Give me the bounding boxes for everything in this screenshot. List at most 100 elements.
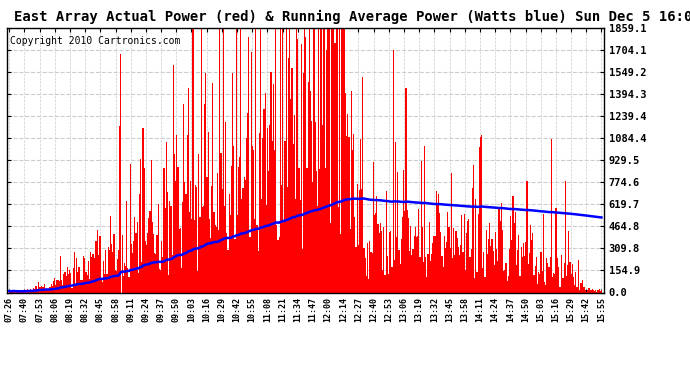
Bar [215, 225, 216, 292]
Bar [428, 222, 430, 292]
Bar [118, 250, 119, 292]
Bar [549, 267, 550, 292]
Bar [252, 146, 253, 292]
Bar [416, 237, 417, 292]
Bar [281, 185, 282, 292]
Bar [161, 242, 162, 292]
Bar [331, 28, 332, 292]
Bar [153, 234, 154, 292]
Bar [486, 230, 487, 292]
Bar [105, 249, 106, 292]
Bar [299, 200, 301, 292]
Bar [241, 198, 242, 292]
Bar [346, 136, 347, 292]
Bar [203, 206, 204, 292]
Bar [30, 289, 31, 292]
Bar [82, 280, 83, 292]
Bar [391, 267, 393, 292]
Bar [361, 189, 362, 292]
Bar [522, 257, 523, 292]
Bar [150, 160, 152, 292]
Bar [546, 258, 547, 292]
Bar [529, 253, 530, 292]
Bar [257, 252, 259, 292]
Bar [454, 255, 455, 292]
Bar [502, 230, 503, 292]
Bar [545, 285, 546, 292]
Bar [320, 28, 322, 292]
Bar [569, 262, 571, 292]
Bar [61, 280, 62, 292]
Bar [87, 275, 88, 292]
Bar [475, 199, 476, 292]
Bar [293, 144, 294, 292]
Bar [344, 28, 345, 292]
Bar [69, 270, 70, 292]
Bar [476, 272, 477, 292]
Bar [510, 216, 511, 292]
Text: Copyright 2010 Cartronics.com: Copyright 2010 Cartronics.com [10, 36, 180, 46]
Bar [119, 126, 120, 292]
Bar [542, 214, 544, 292]
Bar [403, 170, 404, 292]
Bar [352, 150, 353, 292]
Bar [593, 290, 594, 292]
Bar [303, 73, 304, 292]
Bar [422, 226, 423, 292]
Bar [121, 236, 123, 292]
Bar [309, 28, 310, 292]
Bar [600, 291, 601, 292]
Bar [10, 291, 11, 292]
Bar [211, 186, 213, 292]
Bar [350, 229, 351, 292]
Bar [231, 166, 232, 292]
Bar [374, 215, 375, 292]
Bar [313, 28, 315, 292]
Bar [311, 121, 313, 292]
Bar [284, 141, 286, 292]
Bar [430, 261, 431, 292]
Bar [384, 275, 386, 292]
Bar [589, 288, 591, 292]
Bar [452, 258, 453, 292]
Bar [168, 275, 169, 292]
Bar [368, 279, 369, 292]
Bar [130, 164, 131, 292]
Bar [275, 28, 276, 292]
Bar [190, 181, 191, 292]
Bar [396, 237, 397, 292]
Bar [410, 226, 411, 292]
Bar [182, 202, 183, 292]
Bar [565, 182, 566, 292]
Bar [461, 214, 462, 292]
Bar [120, 54, 121, 292]
Bar [551, 139, 552, 292]
Bar [559, 287, 560, 292]
Bar [506, 281, 508, 292]
Bar [46, 288, 47, 292]
Bar [111, 244, 112, 292]
Bar [209, 219, 210, 292]
Bar [491, 239, 493, 292]
Bar [532, 233, 533, 292]
Bar [60, 255, 61, 292]
Bar [204, 104, 205, 292]
Bar [20, 291, 21, 292]
Bar [453, 228, 454, 292]
Bar [45, 290, 46, 292]
Bar [540, 252, 542, 292]
Bar [174, 154, 175, 292]
Bar [382, 270, 383, 292]
Bar [431, 254, 432, 292]
Bar [11, 291, 12, 292]
Bar [128, 277, 130, 292]
Bar [154, 254, 155, 292]
Bar [567, 265, 569, 292]
Bar [560, 287, 561, 292]
Bar [351, 91, 352, 292]
Bar [126, 201, 128, 292]
Bar [233, 146, 235, 292]
Bar [575, 272, 576, 292]
Bar [497, 261, 498, 292]
Bar [50, 284, 52, 292]
